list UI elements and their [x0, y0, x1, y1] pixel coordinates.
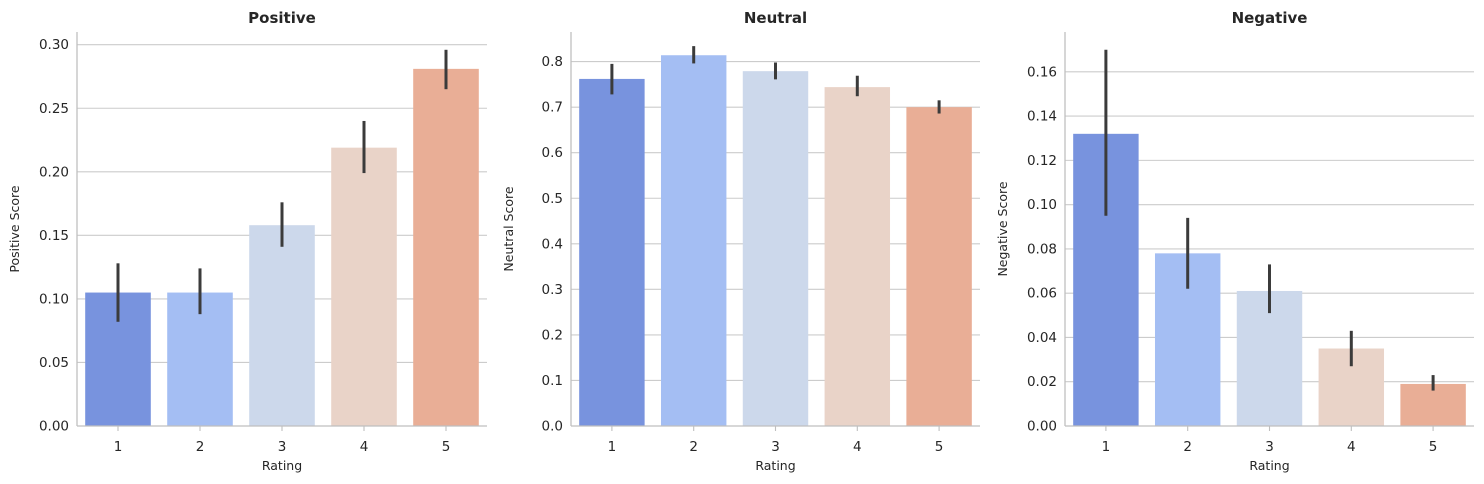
y-tick-label: 0.04 [1027, 330, 1057, 346]
y-tick-label: 0.14 [1027, 109, 1057, 125]
chart-panel-negative: 0.00 0.02 0.04 0.06 0.08 0.10 0.12 0.14 0.16 1 2 3 4… [995, 9, 1474, 473]
y-tick-label: 0.16 [1027, 64, 1057, 80]
y-tick-label: 0.12 [1027, 153, 1057, 169]
y-tick-label: 0.5 [542, 191, 563, 207]
x-tick-label: 3 [1265, 439, 1274, 455]
y-tick-label: 0.00 [1027, 419, 1057, 435]
y-tick-label: 0.08 [1027, 241, 1057, 257]
y-axis-label: Positive Score [7, 185, 22, 272]
x-axis-label: Rating [755, 458, 795, 473]
bar-rating-5 [413, 68, 479, 426]
y-tick-label: 0.4 [542, 236, 563, 252]
y-tick-label: 0.10 [1027, 197, 1057, 213]
x-tick-label: 4 [360, 439, 369, 455]
y-axis-label: Neutral Score [501, 186, 516, 271]
y-tick-label: 0.20 [39, 164, 69, 180]
y-tick-label: 0.10 [39, 291, 69, 307]
y-tick-label: 0.06 [1027, 286, 1057, 302]
y-tick-label: 0.6 [542, 145, 563, 161]
x-tick-label: 1 [1102, 439, 1111, 455]
y-tick-label: 0.05 [39, 355, 69, 371]
x-axis-label: Rating [1249, 458, 1289, 473]
y-tick-label: 0.25 [39, 101, 69, 117]
chart-panel-neutral: 0.0 0.1 0.2 0.3 0.4 0.5 0.6 0.7 0.8 1 2 3 4 5 Neutral R… [501, 9, 980, 473]
x-tick-label: 3 [278, 439, 287, 455]
x-tick-label: 5 [935, 439, 944, 455]
x-tick-label: 1 [114, 439, 123, 455]
y-tick-label: 0.7 [542, 100, 563, 116]
bar-rating-4 [824, 87, 891, 427]
y-tick-label: 0.15 [39, 228, 69, 244]
x-axis-label: Rating [262, 458, 302, 473]
bar-rating-5 [906, 107, 972, 426]
y-tick-label: 0.02 [1027, 374, 1057, 390]
bar-rating-1 [579, 78, 645, 427]
x-tick-label: 2 [196, 439, 205, 455]
y-tick-label: 0.8 [542, 54, 563, 70]
bar-rating-3 [249, 225, 315, 426]
chart-title: Positive [248, 9, 316, 27]
chart-panel-positive: 0.00 0.05 0.10 0.15 0.20 0.25 0.30 1 2 3 4 5 Positiv… [7, 9, 487, 473]
x-tick-label: 5 [442, 439, 451, 455]
chart-title: Negative [1232, 9, 1308, 27]
y-tick-label: 0.00 [39, 419, 69, 435]
x-tick-label: 5 [1429, 439, 1438, 455]
x-tick-label: 4 [1347, 439, 1356, 455]
bar-rating-2 [167, 292, 233, 426]
bar-rating-2 [660, 55, 727, 427]
x-tick-label: 4 [853, 439, 862, 455]
y-axis-label: Negative Score [995, 181, 1010, 276]
bar-rating-4 [331, 147, 397, 426]
x-tick-label: 2 [689, 439, 698, 455]
y-tick-label: 0.2 [542, 327, 563, 343]
y-tick-label: 0.3 [542, 282, 563, 298]
x-tick-label: 2 [1183, 439, 1192, 455]
bar-rating-3 [1236, 290, 1303, 426]
x-tick-label: 1 [608, 439, 617, 455]
x-tick-label: 3 [771, 439, 780, 455]
y-tick-label: 0.1 [542, 373, 563, 389]
bar-rating-3 [742, 71, 809, 427]
y-tick-label: 0.30 [39, 37, 69, 53]
y-tick-label: 0.0 [542, 419, 563, 435]
bar-rating-5 [1400, 383, 1466, 426]
chart-title: Neutral [744, 9, 807, 27]
